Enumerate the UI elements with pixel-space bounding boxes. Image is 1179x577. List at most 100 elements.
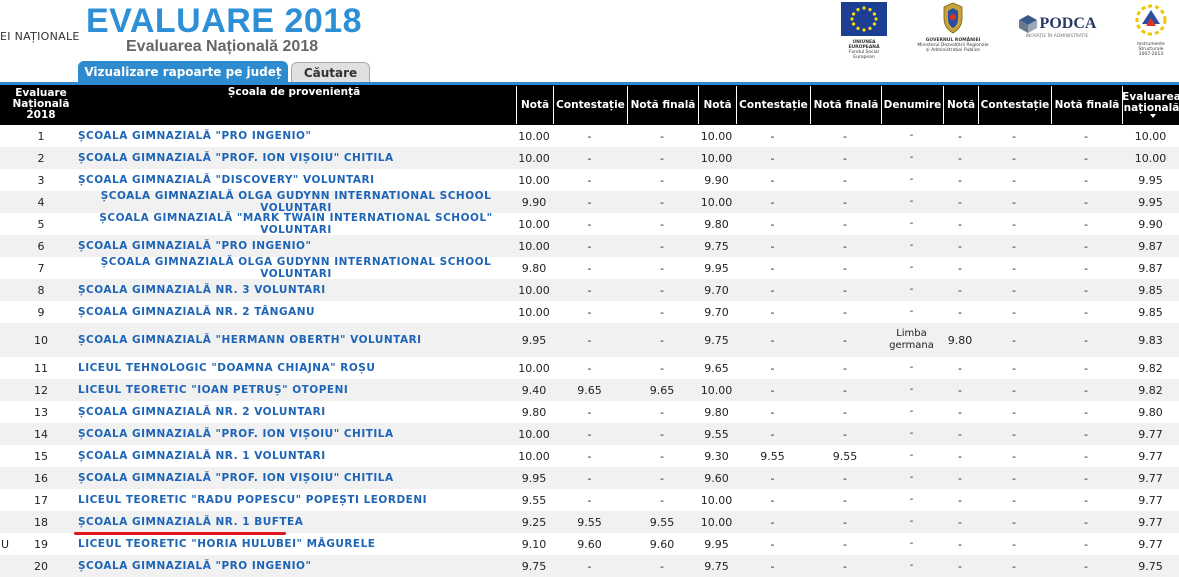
- table-row: 2 ȘCOALA GIMNAZIALĂ "PROF. ION VIȘOIU" CH…: [0, 147, 1179, 169]
- row-school-link[interactable]: ȘCOALA GIMNAZIALĂ "DISCOVERY" VOLUNTARI: [78, 174, 375, 186]
- header-nota-1[interactable]: Notă: [516, 86, 553, 124]
- tab-vizualizare-rapoarte[interactable]: Vizualizare rapoarte pe județ: [78, 61, 288, 83]
- row-contestatie-3: -: [1012, 537, 1016, 551]
- row-contestatie-3: -: [1012, 427, 1016, 441]
- row-rank: 10: [34, 333, 48, 347]
- header-school[interactable]: Școala de proveniență: [227, 86, 361, 98]
- row-prefix: [0, 301, 10, 323]
- row-rank: 19: [34, 537, 48, 551]
- row-school-link[interactable]: LICEUL TEORETIC "HORIA HULUBEI" MĂGURELE: [78, 538, 376, 550]
- tab-underline: [0, 82, 1179, 85]
- table-row: 1 ȘCOALA GIMNAZIALĂ "PRO INGENIO" 10.00 - - 1…: [0, 125, 1179, 147]
- row-nota-3: -: [958, 471, 962, 485]
- row-denumire: -: [909, 196, 914, 207]
- table-row: 15 ȘCOALA GIMNAZIALĂ NR. 1 VOLUNTARI 10.00…: [0, 445, 1179, 467]
- header-rank[interactable]: Evaluare Națională 2018: [12, 87, 70, 121]
- row-nota-3: -: [958, 427, 962, 441]
- header-nota-3[interactable]: Notă: [943, 86, 978, 124]
- row-nota-1: 10.00: [518, 151, 550, 165]
- table-row: 3 ȘCOALA GIMNAZIALĂ "DISCOVERY" VOLUNTARI…: [0, 169, 1179, 191]
- row-contestatie-1: 9.55: [577, 515, 602, 529]
- tab-cautare[interactable]: Căutare: [291, 62, 370, 83]
- row-contestatie-1: -: [587, 333, 592, 347]
- row-prefix: [0, 445, 10, 467]
- header-contestatie-3[interactable]: Contestație: [978, 86, 1051, 124]
- row-nota-finala-3: -: [1084, 283, 1088, 297]
- row-media: 9.87: [1138, 261, 1163, 275]
- header-media[interactable]: Evaluarea națională: [1122, 86, 1179, 124]
- row-nota-3: -: [958, 239, 962, 253]
- row-nota-3: -: [958, 217, 962, 231]
- row-school-link[interactable]: ȘCOALA GIMNAZIALĂ OLGA GUDYNN INTERNATIO…: [100, 256, 492, 280]
- row-prefix: [0, 423, 10, 445]
- gov-caption-1: GUVERNUL ROMÂNIEI: [925, 38, 981, 43]
- row-school-link[interactable]: ȘCOALA GIMNAZIALĂ NR. 2 VOLUNTARI: [78, 406, 326, 418]
- row-nota-3: -: [958, 515, 962, 529]
- row-nota-2: 9.90: [704, 173, 729, 187]
- row-contestatie-2: -: [770, 333, 775, 347]
- row-nota-1: 9.25: [521, 515, 547, 529]
- row-contestatie-1: -: [587, 405, 592, 419]
- row-school-link[interactable]: ȘCOALA GIMNAZIALĂ "PROF. ION VIȘOIU" CHI…: [78, 428, 394, 440]
- table-row: 13 ȘCOALA GIMNAZIALĂ NR. 2 VOLUNTARI 9.80 -…: [0, 401, 1179, 423]
- row-rank: 4: [37, 195, 45, 209]
- row-school-link[interactable]: ȘCOALA GIMNAZIALĂ "PROF. ION VIȘOIU" CHI…: [78, 152, 394, 164]
- row-school-link[interactable]: ȘCOALA GIMNAZIALĂ "PRO INGENIO": [78, 240, 312, 252]
- row-nota-finala-3: -: [1084, 493, 1088, 507]
- table-row: 12 LICEUL TEORETIC "IOAN PETRUȘ" OTOPENI 9…: [0, 379, 1179, 401]
- row-school-link[interactable]: ȘCOALA GIMNAZIALĂ NR. 1 BUFTEA: [78, 516, 304, 528]
- row-nota-finala-2: -: [843, 361, 847, 375]
- row-school-link[interactable]: ȘCOALA GIMNAZIALĂ "MARK TWAIN INTERNATIO…: [99, 212, 493, 236]
- row-school-link[interactable]: ȘCOALA GIMNAZIALĂ "PROF. ION VIȘOIU" CHI…: [78, 472, 394, 484]
- table-row: 17 LICEUL TEORETIC "RADU POPESCU" POPEȘTI…: [0, 489, 1179, 511]
- row-nota-finala-2: -: [843, 471, 847, 485]
- row-prefix: [0, 357, 10, 379]
- row-nota-2: 9.75: [704, 239, 729, 253]
- row-nota-finala-1: -: [660, 217, 664, 231]
- header-nota-finala-1[interactable]: Notă finală: [627, 86, 698, 124]
- row-media: 9.75: [1138, 559, 1163, 573]
- header-denumire[interactable]: Denumire: [881, 86, 943, 124]
- row-nota-3: -: [958, 173, 962, 187]
- row-nota-finala-2: 9.55: [832, 449, 858, 463]
- header-nota-finala-3[interactable]: Notă finală: [1051, 86, 1122, 124]
- row-school-link[interactable]: ȘCOALA GIMNAZIALĂ NR. 3 VOLUNTARI: [78, 284, 326, 296]
- row-school-link[interactable]: ȘCOALA GIMNAZIALĂ OLGA GUDYNN INTERNATIO…: [100, 190, 492, 214]
- header-media-label: Evaluarea națională: [1122, 91, 1179, 114]
- row-contestatie-2: -: [770, 383, 775, 397]
- gov-caption-2: Ministerul Dezvoltării Regionale și Admi…: [917, 43, 989, 53]
- row-prefix: [0, 147, 10, 169]
- table-row: 20 ȘCOALA GIMNAZIALĂ "PRO INGENIO" 9.75 - - 9…: [0, 555, 1179, 577]
- row-contestatie-1: -: [587, 195, 592, 209]
- row-school-link[interactable]: ȘCOALA GIMNAZIALĂ "PRO INGENIO": [78, 560, 312, 572]
- row-school-link[interactable]: LICEUL TEORETIC "IOAN PETRUȘ" OTOPENI: [78, 384, 349, 396]
- row-contestatie-2: -: [770, 427, 775, 441]
- row-nota-finala-2: -: [843, 383, 847, 397]
- row-nota-1: 9.40: [521, 383, 547, 397]
- row-media: 10.00: [1134, 151, 1167, 165]
- header-contestatie-2[interactable]: Contestație: [736, 86, 810, 124]
- row-prefix: [0, 235, 10, 257]
- row-nota-finala-2: -: [843, 239, 847, 253]
- row-school-link[interactable]: ȘCOALA GIMNAZIALĂ NR. 2 TÂNGANU: [78, 306, 316, 318]
- row-school-link[interactable]: LICEUL TEORETIC "RADU POPESCU" POPEȘTI L…: [78, 494, 428, 506]
- table-row: 16 ȘCOALA GIMNAZIALĂ "PROF. ION VIȘOIU" C…: [0, 467, 1179, 489]
- row-denumire: -: [909, 218, 914, 229]
- header-contestatie-1[interactable]: Contestație: [553, 86, 627, 124]
- row-school-link[interactable]: ȘCOALA GIMNAZIALĂ "PRO INGENIO": [78, 130, 312, 142]
- row-denumire: -: [909, 262, 914, 273]
- row-school-link[interactable]: ȘCOALA GIMNAZIALĂ NR. 1 VOLUNTARI: [78, 450, 326, 462]
- row-rank: 7: [37, 261, 45, 275]
- row-contestatie-1: -: [587, 471, 592, 485]
- row-nota-3: -: [958, 405, 962, 419]
- row-nota-finala-3: -: [1084, 405, 1088, 419]
- row-school-link[interactable]: LICEUL TEHNOLOGIC "DOAMNA CHIAJNA" ROȘU: [78, 362, 376, 374]
- row-rank: 12: [34, 383, 48, 397]
- header-nota-2[interactable]: Notă: [698, 86, 736, 124]
- row-contestatie-2: -: [770, 515, 775, 529]
- header-nota-finala-2[interactable]: Notă finală: [810, 86, 881, 124]
- row-nota-finala-1: -: [660, 283, 664, 297]
- row-school-link[interactable]: ȘCOALA GIMNAZIALĂ "HERMANN OBERTH" VOLUN…: [78, 334, 422, 346]
- row-media: 9.87: [1138, 239, 1163, 253]
- row-contestatie-3: -: [1012, 449, 1016, 463]
